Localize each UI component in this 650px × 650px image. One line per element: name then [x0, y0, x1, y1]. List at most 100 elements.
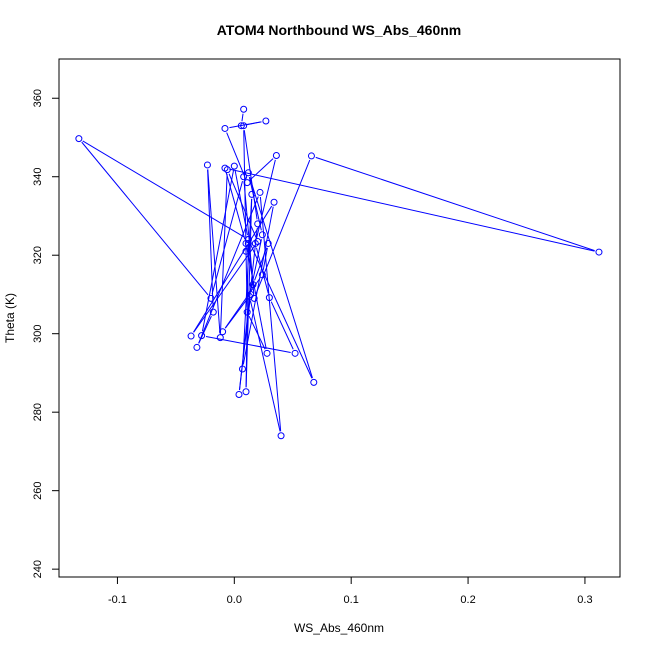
- data-point: [243, 308, 251, 316]
- x-tick-label: 0.0: [227, 594, 242, 606]
- x-tick-label: -0.1: [108, 594, 127, 606]
- series-line-segment: [250, 158, 274, 180]
- data-point: [310, 378, 318, 386]
- data-point: [248, 190, 256, 198]
- data-point: [243, 179, 251, 187]
- series-line-segment: [270, 301, 294, 350]
- data-point: [242, 239, 250, 247]
- data-point: [291, 349, 299, 357]
- series-line-segment: [211, 180, 243, 295]
- series-line-segment: [205, 336, 291, 353]
- data-point: [265, 294, 273, 302]
- series-line-segment: [193, 244, 256, 333]
- data-point: [263, 349, 271, 357]
- y-tick-label: 300: [32, 325, 44, 343]
- data-point: [595, 248, 603, 256]
- data-point: [254, 220, 262, 228]
- data-point: [242, 388, 250, 396]
- series-line-segment: [249, 176, 313, 379]
- data-point: [240, 122, 248, 130]
- data-point: [249, 281, 257, 289]
- data-point: [235, 391, 243, 399]
- plot-frame: [58, 58, 621, 578]
- series-line-segment: [225, 172, 246, 240]
- series-line-segment: [226, 132, 246, 179]
- series-line-segment: [262, 247, 268, 271]
- y-tick-label: 260: [32, 481, 44, 499]
- series-line-segment: [198, 196, 259, 344]
- data-point: [221, 124, 229, 132]
- series-line-segment: [239, 298, 251, 391]
- data-point: [203, 161, 211, 169]
- series-line-segment: [228, 173, 257, 238]
- series-line-segment: [82, 140, 245, 238]
- data-point: [216, 334, 224, 342]
- data-point: [307, 152, 315, 160]
- data-point: [209, 308, 217, 316]
- y-tick-label: 320: [32, 246, 44, 264]
- data-point: [193, 343, 201, 351]
- series-line-segment: [207, 169, 221, 334]
- data-point: [187, 332, 195, 340]
- x-axis-label: WS_Abs_460nm: [294, 621, 384, 635]
- series-line-segment: [229, 121, 262, 129]
- data-point: [264, 239, 272, 247]
- y-tick-label: 360: [32, 89, 44, 107]
- series-line-segment: [250, 300, 281, 432]
- series-line-segment: [248, 247, 254, 281]
- data-point: [277, 432, 285, 440]
- series-line-segment: [248, 315, 266, 350]
- data-point: [237, 122, 245, 130]
- series-line-segment: [207, 169, 214, 308]
- series-line-segment: [315, 156, 595, 252]
- series-line-segment: [246, 247, 267, 349]
- data-point: [270, 198, 278, 206]
- data-point: [244, 239, 252, 247]
- data-point: [75, 135, 83, 143]
- data-point: [207, 294, 215, 302]
- data-point: [262, 117, 270, 125]
- data-point: [219, 328, 227, 336]
- data-point: [221, 164, 229, 172]
- series-line-segment: [243, 130, 248, 308]
- data-point: [242, 247, 250, 255]
- data-point: [250, 294, 258, 302]
- series-line-segment: [224, 278, 261, 329]
- series-line-segment: [201, 170, 234, 332]
- y-axis: 240 260 280 300 320 340 360: [32, 89, 59, 578]
- x-tick-label: 0.2: [460, 594, 475, 606]
- series-line-segment: [242, 198, 253, 365]
- series-line-segment: [242, 206, 274, 365]
- x-tick-label: 0.1: [344, 594, 359, 606]
- data-point: [258, 271, 266, 279]
- y-tick-label: 340: [32, 168, 44, 186]
- data-point: [230, 162, 238, 170]
- series-line-segment: [255, 159, 311, 295]
- y-tick-label: 240: [32, 560, 44, 578]
- series-line-segment: [219, 174, 228, 334]
- data-point: [240, 105, 248, 113]
- data-point: [254, 237, 262, 245]
- series-line-segment: [81, 141, 209, 296]
- series-layer: [75, 105, 603, 440]
- data-point: [244, 236, 252, 244]
- data-point: [198, 332, 206, 340]
- data-point: [251, 239, 259, 247]
- data-point: [272, 152, 280, 160]
- series-line-segment: [241, 113, 244, 122]
- series-line-segment: [254, 247, 268, 281]
- series-line-segment: [229, 168, 595, 252]
- x-tick-label: 0.3: [577, 594, 592, 606]
- data-point: [247, 290, 255, 298]
- data-point: [244, 169, 252, 177]
- series-line-segment: [259, 196, 282, 432]
- data-point: [256, 188, 264, 196]
- data-point: [258, 231, 266, 239]
- series-line-segment: [249, 243, 313, 379]
- y-tick-label: 280: [32, 403, 44, 421]
- chart-title: ATOM4 Northbound WS_Abs_460nm: [217, 22, 462, 38]
- x-axis: -0.1 0.0 0.1 0.2 0.3: [108, 577, 593, 606]
- data-point: [240, 173, 248, 181]
- series-line-segment: [249, 239, 262, 293]
